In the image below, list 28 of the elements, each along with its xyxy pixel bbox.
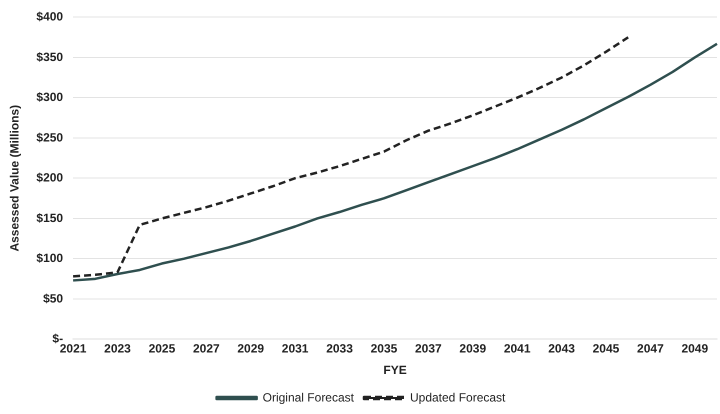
line-series	[72, 36, 630, 278]
x-tick-label: 2039	[459, 342, 486, 356]
x-tick-label: 2027	[192, 342, 220, 356]
x-tick-label: 2049	[681, 342, 708, 356]
x-tick-label: 2041	[504, 342, 531, 356]
y-tick-label: $150	[36, 210, 64, 225]
y-axis-title: Assessed Value (Millions)	[8, 104, 22, 252]
x-tick-label: 2043	[548, 342, 576, 356]
x-tick-label: 2033	[326, 342, 354, 356]
y-tick-label: $350	[36, 50, 64, 64]
y-tick-label: $100	[36, 251, 64, 266]
y-tick-label: $300	[36, 90, 64, 104]
y-tick-label: $50	[43, 291, 64, 306]
x-tick-label: 2047	[637, 342, 664, 356]
x-tick-label: 2023	[104, 342, 132, 356]
x-tick-label: 2021	[60, 342, 87, 356]
x-tick-label: 2029	[237, 342, 264, 356]
x-tick-label: 2031	[282, 342, 309, 356]
legend-label: Updated Forecast	[410, 390, 506, 404]
y-tick-label: $250	[36, 130, 64, 144]
x-tick-label: 2025	[148, 342, 176, 356]
y-tick-label: $200	[36, 170, 64, 185]
x-tick-label: 2045	[592, 342, 620, 356]
y-tick-label: $400	[36, 10, 64, 24]
x-axis-title: FYE	[383, 363, 407, 378]
x-tick-label: 2035	[370, 342, 398, 356]
x-tick-label: 2037	[415, 342, 442, 356]
legend-label: Original Forecast	[262, 390, 355, 404]
